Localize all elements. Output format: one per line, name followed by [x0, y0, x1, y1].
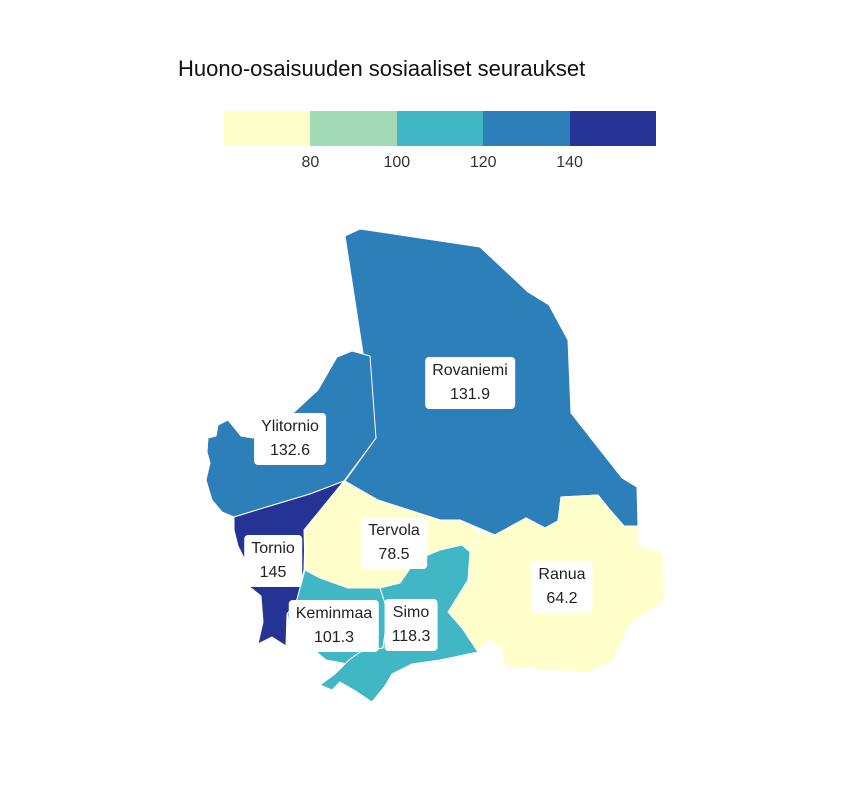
region-value: 101.3 — [313, 629, 355, 646]
region-name: Tornio — [251, 540, 295, 557]
color-legend — [224, 111, 657, 146]
region-name: Simo — [392, 604, 430, 621]
region-name: Tervola — [368, 522, 420, 539]
region-label-rovaniemi: Rovaniemi 131.9 — [425, 357, 515, 409]
legend-ticks: 80 100 120 140 — [224, 154, 656, 174]
legend-bin-4 — [483, 111, 570, 146]
region-name: Ylitornio — [261, 418, 319, 435]
region-name: Ranua — [538, 566, 586, 583]
map-title: Huono-osaisuuden sosiaaliset seuraukset — [178, 56, 586, 81]
region-name: Keminmaa — [295, 605, 373, 622]
region-value: 132.6 — [269, 442, 311, 459]
legend-tick-120: 120 — [469, 154, 497, 171]
region-name: Rovaniemi — [432, 362, 508, 379]
legend-bin-3 — [396, 111, 484, 146]
region-label-ylitornio: Ylitornio 132.6 — [254, 413, 326, 465]
legend-tick-140: 140 — [556, 154, 583, 171]
legend-tick-80: 80 — [301, 154, 320, 171]
region-value: 78.5 — [378, 546, 410, 563]
legend-bin-1 — [224, 111, 311, 146]
region-label-keminmaa: Keminmaa 101.3 — [288, 600, 380, 652]
region-label-tornio: Tornio 145 — [244, 535, 302, 587]
region-label-simo: Simo 118.3 — [384, 599, 438, 651]
region-label-tervola: Tervola 78.5 — [361, 517, 427, 569]
region-value: 145 — [259, 564, 287, 581]
legend-bin-5 — [569, 111, 657, 146]
legend-bin-2 — [310, 111, 397, 146]
legend-tick-100: 100 — [383, 154, 411, 171]
region-value: 64.2 — [546, 590, 578, 607]
region-value: 118.3 — [391, 628, 431, 645]
region-value: 131.9 — [449, 386, 491, 403]
region-label-ranua: Ranua 64.2 — [531, 561, 593, 613]
